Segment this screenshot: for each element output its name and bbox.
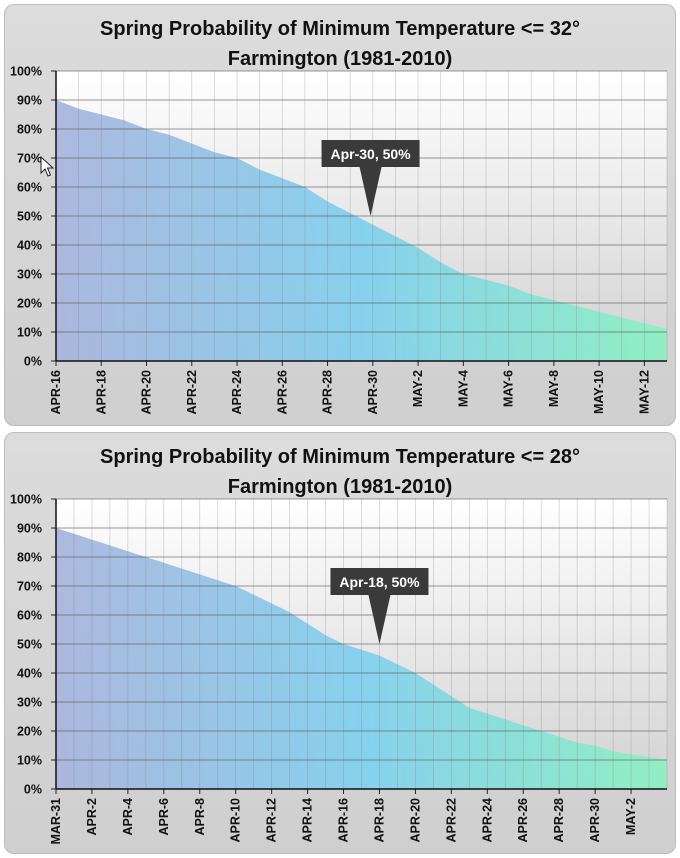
x-tick-label: APR-16	[337, 798, 351, 843]
y-tick-label: 100%	[10, 65, 42, 79]
y-tick-label: 30%	[17, 696, 42, 710]
x-tick-label: APR-4	[121, 798, 135, 836]
x-tick-label: APR-16	[49, 370, 63, 415]
chart-panel-32: Spring Probability of Minimum Temperatur…	[4, 4, 676, 426]
x-tick-label: APR-14	[301, 798, 315, 843]
x-tick-label: APR-18	[94, 370, 108, 415]
annotation-label: Apr-30, 50%	[330, 146, 411, 162]
x-tick-label: MAY-10	[592, 370, 606, 414]
x-tick-label: APR-24	[230, 370, 244, 415]
y-tick-label: 30%	[17, 268, 42, 282]
probability-area	[56, 100, 667, 361]
x-tick-label: MAY-6	[502, 370, 516, 407]
x-tick-label: APR-2	[85, 798, 99, 836]
annotation-callout: Apr-30, 50%	[321, 140, 420, 216]
y-tick-label: 60%	[17, 181, 42, 195]
y-tick-label: 90%	[17, 94, 42, 108]
y-tick-label: 80%	[17, 123, 42, 137]
probability-area	[56, 528, 667, 789]
x-tick-label: APR-30	[588, 798, 602, 843]
y-tick-label: 60%	[17, 609, 42, 623]
x-tick-label: APR-20	[408, 798, 422, 843]
y-tick-label: 0%	[24, 355, 42, 369]
x-tick-label: APR-22	[444, 798, 458, 843]
x-tick-label: APR-24	[480, 798, 494, 843]
chart-subtitle: Farmington (1981-2010)	[228, 48, 453, 70]
chart-subtitle: Farmington (1981-2010)	[228, 476, 453, 498]
y-tick-label: 100%	[10, 493, 42, 507]
x-tick-label: APR-20	[140, 370, 154, 415]
annotation-box	[330, 568, 429, 644]
mouse-pointer-icon	[40, 156, 55, 177]
y-tick-label: 20%	[17, 725, 42, 739]
y-tick-label: 80%	[17, 551, 42, 565]
x-tick-label: MAY-8	[547, 370, 561, 407]
x-tick-label: MAR-31	[49, 798, 63, 845]
x-tick-label: APR-10	[229, 798, 243, 843]
y-tick-label: 50%	[17, 638, 42, 652]
annotation-box	[321, 140, 420, 216]
y-tick-label: 40%	[17, 667, 42, 681]
x-tick-label: APR-26	[516, 798, 530, 843]
y-tick-label: 40%	[17, 239, 42, 253]
chart-title: Spring Probability of Minimum Temperatur…	[100, 446, 580, 468]
chart-28: Spring Probability of Minimum Temperatur…	[10, 446, 668, 845]
chart-title: Spring Probability of Minimum Temperatur…	[100, 18, 580, 40]
x-tick-label: APR-18	[372, 798, 386, 843]
x-tick-label: MAY-4	[456, 370, 470, 407]
y-tick-label: 90%	[17, 522, 42, 536]
y-tick-label: 0%	[24, 783, 42, 797]
x-tick-label: APR-8	[193, 798, 207, 836]
x-tick-label: APR-6	[157, 798, 171, 836]
x-tick-label: APR-26	[275, 370, 289, 415]
annotation-label: Apr-18, 50%	[339, 574, 420, 590]
x-tick-label: APR-12	[265, 798, 279, 843]
y-tick-label: 20%	[17, 297, 42, 311]
chart-panel-28: Spring Probability of Minimum Temperatur…	[4, 432, 676, 854]
x-tick-label: APR-22	[185, 370, 199, 415]
x-tick-label: APR-28	[321, 370, 335, 415]
x-tick-label: MAY-2	[624, 798, 638, 835]
y-tick-label: 70%	[17, 580, 42, 594]
chart-32: Spring Probability of Minimum Temperatur…	[10, 18, 668, 415]
x-tick-label: APR-28	[552, 798, 566, 843]
y-tick-label: 70%	[17, 152, 42, 166]
y-tick-label: 10%	[17, 754, 42, 768]
x-tick-label: MAY-2	[411, 370, 425, 407]
annotation-callout: Apr-18, 50%	[330, 568, 429, 644]
y-tick-label: 50%	[17, 210, 42, 224]
x-tick-label: MAY-12	[637, 370, 651, 414]
x-tick-label: APR-30	[366, 370, 380, 415]
y-tick-label: 10%	[17, 326, 42, 340]
